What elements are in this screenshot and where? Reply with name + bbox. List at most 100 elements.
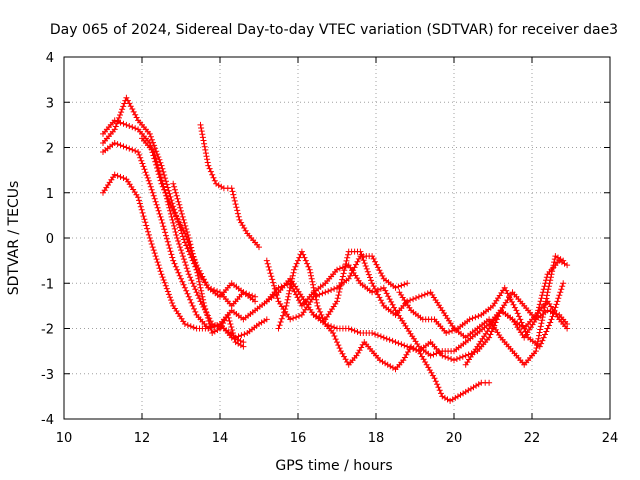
- data-point-marker: [204, 159, 211, 166]
- data-point-marker: [112, 123, 119, 130]
- data-point-marker: [171, 206, 178, 213]
- data-point-marker: [362, 263, 369, 269]
- data-point-marker: [300, 251, 307, 258]
- data-point-marker: [395, 340, 402, 347]
- data-point-marker: [415, 293, 422, 300]
- data-point-marker: [151, 195, 158, 202]
- data-point-marker: [144, 225, 151, 232]
- data-point-marker: [544, 325, 551, 332]
- data-point-marker: [249, 292, 256, 299]
- y-tick-label: 2: [46, 142, 54, 157]
- data-point-marker: [413, 295, 419, 301]
- data-point-marker: [203, 308, 210, 315]
- data-point-marker: [510, 301, 517, 308]
- data-point-marker: [230, 333, 237, 339]
- data-point-marker: [543, 328, 550, 335]
- data-point-marker: [276, 322, 283, 329]
- data-point-marker: [175, 269, 182, 276]
- data-point-marker: [162, 175, 169, 182]
- data-point-marker: [284, 296, 291, 303]
- data-point-marker: [274, 295, 281, 302]
- data-point-marker: [156, 265, 163, 272]
- data-point-marker: [316, 314, 323, 321]
- series-sat-g: [197, 121, 262, 251]
- data-point-marker: [345, 251, 351, 258]
- data-point-marker: [152, 198, 159, 205]
- data-point-marker: [334, 339, 340, 346]
- data-point-marker: [538, 320, 545, 327]
- data-point-marker: [291, 266, 298, 273]
- data-point-marker: [265, 263, 272, 270]
- data-point-marker: [152, 145, 159, 152]
- series-sat-l: [396, 280, 567, 350]
- data-point-marker: [538, 340, 545, 347]
- data-point-marker: [144, 174, 151, 181]
- data-point-marker: [184, 290, 191, 297]
- data-point-marker: [154, 151, 161, 158]
- data-point-marker: [185, 293, 192, 300]
- data-point-marker: [340, 270, 347, 277]
- data-point-marker: [139, 209, 146, 216]
- data-point-marker: [187, 251, 194, 258]
- data-point-marker: [138, 157, 145, 164]
- data-point-marker: [183, 226, 190, 232]
- data-point-marker: [331, 333, 338, 339]
- data-point-marker: [179, 230, 185, 237]
- data-point-marker: [230, 330, 236, 336]
- data-point-marker: [252, 293, 259, 300]
- data-point-marker: [228, 185, 235, 192]
- data-point-marker: [555, 295, 562, 302]
- data-point-marker: [194, 269, 201, 276]
- data-point-marker: [231, 197, 238, 204]
- data-point-marker: [124, 97, 131, 104]
- data-point-marker: [369, 330, 376, 336]
- data-point-marker: [543, 274, 550, 281]
- data-point-marker: [472, 314, 479, 321]
- data-point-marker: [233, 204, 240, 211]
- data-point-marker: [359, 254, 366, 261]
- data-point-marker: [161, 279, 168, 286]
- data-point-marker: [536, 304, 542, 311]
- data-point-marker: [296, 254, 303, 261]
- data-point-marker: [536, 343, 543, 350]
- data-point-marker: [293, 260, 300, 267]
- data-point-marker: [172, 229, 179, 235]
- data-point-marker: [136, 151, 143, 158]
- data-point-marker: [178, 227, 184, 234]
- data-point-marker: [392, 284, 399, 291]
- data-point-marker: [234, 207, 241, 214]
- data-point-marker: [336, 289, 343, 295]
- data-point-marker: [462, 352, 469, 359]
- data-point-marker: [114, 172, 121, 179]
- data-point-marker: [334, 298, 340, 305]
- y-tick-label: 4: [46, 51, 54, 66]
- data-point-marker: [198, 128, 205, 135]
- series-sat-j: [275, 248, 493, 404]
- data-point-marker: [126, 145, 133, 152]
- data-point-marker: [448, 356, 455, 362]
- data-point-marker: [147, 133, 154, 140]
- data-point-marker: [150, 192, 157, 199]
- data-point-marker: [170, 180, 177, 187]
- data-point-marker: [175, 218, 182, 225]
- data-point-marker: [551, 256, 558, 263]
- data-point-marker: [264, 260, 271, 267]
- data-point-marker: [342, 264, 348, 271]
- data-point-marker: [389, 301, 396, 308]
- data-point-marker: [539, 314, 546, 321]
- data-point-marker: [150, 139, 156, 146]
- data-point-marker: [205, 162, 212, 169]
- data-point-marker: [536, 332, 542, 339]
- data-point-marker: [157, 268, 164, 275]
- data-point-marker: [140, 213, 147, 220]
- data-point-marker: [542, 280, 549, 287]
- data-point-marker: [351, 264, 358, 271]
- data-point-marker: [165, 201, 172, 208]
- y-axis-label: SDTVAR / TECUs: [6, 181, 22, 296]
- data-point-marker: [380, 334, 387, 341]
- data-point-marker: [313, 313, 320, 320]
- data-point-marker: [188, 299, 195, 306]
- data-point-marker: [545, 322, 552, 329]
- data-point-marker: [149, 244, 156, 251]
- data-point-marker: [174, 215, 181, 222]
